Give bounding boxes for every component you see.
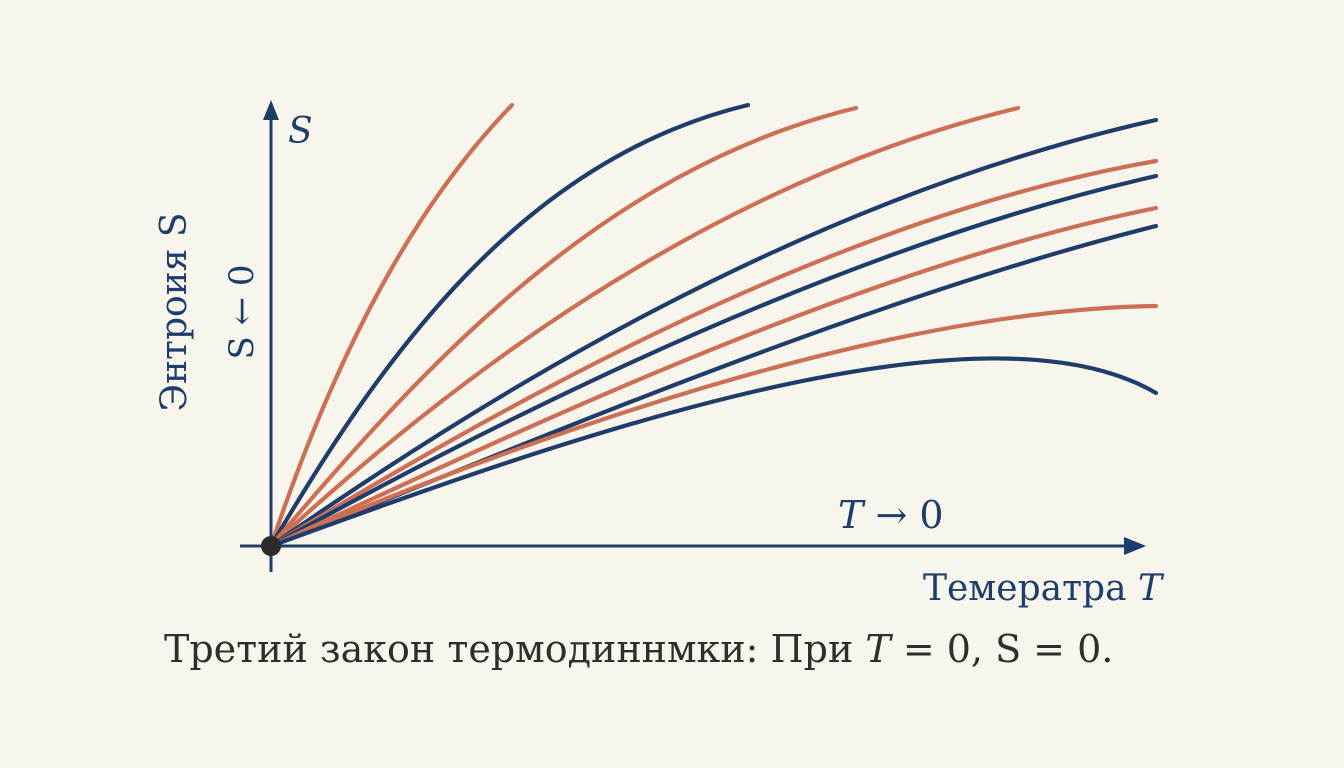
limit-label: T → 0 <box>838 493 944 537</box>
entropy-curve-orange <box>268 105 1021 549</box>
x-axis-label-text: Темератра <box>923 568 1138 609</box>
y-axis-label: Энтроия S <box>154 213 195 412</box>
x-axis-label-variable: T <box>1138 568 1165 609</box>
x-axis-label: Темератра T <box>923 568 1165 609</box>
entropy-curve-navy <box>268 102 751 549</box>
entropy-curve-orange <box>268 158 1159 549</box>
entropy-curve-navy <box>268 117 1159 549</box>
entropy-curve-orange <box>268 303 1159 549</box>
entropy-curve-orange <box>268 205 1159 549</box>
entropy-curves <box>268 102 1159 549</box>
limit-label-variable: T <box>838 493 866 537</box>
entropy-curve-orange <box>268 102 515 549</box>
caption-variable: T <box>865 627 893 671</box>
y-axis-sublabel: S ← 0 <box>222 264 262 359</box>
x-axis-arrowhead <box>1124 537 1146 555</box>
limit-label-rest: → 0 <box>863 493 943 537</box>
caption-text: Третий закон термодиннмки: При <box>164 627 865 671</box>
entropy-curve-orange <box>268 105 859 549</box>
entropy-curve-navy <box>268 173 1159 549</box>
origin-dot <box>261 536 281 556</box>
caption: Третий закон термодиннмки: При T = 0, S … <box>164 627 1113 671</box>
caption-rest: = 0, S = 0. <box>891 627 1114 671</box>
y-axis-symbol: S <box>288 111 313 152</box>
entropy-curve-navy <box>268 356 1159 549</box>
y-axis-arrowhead <box>263 100 279 120</box>
